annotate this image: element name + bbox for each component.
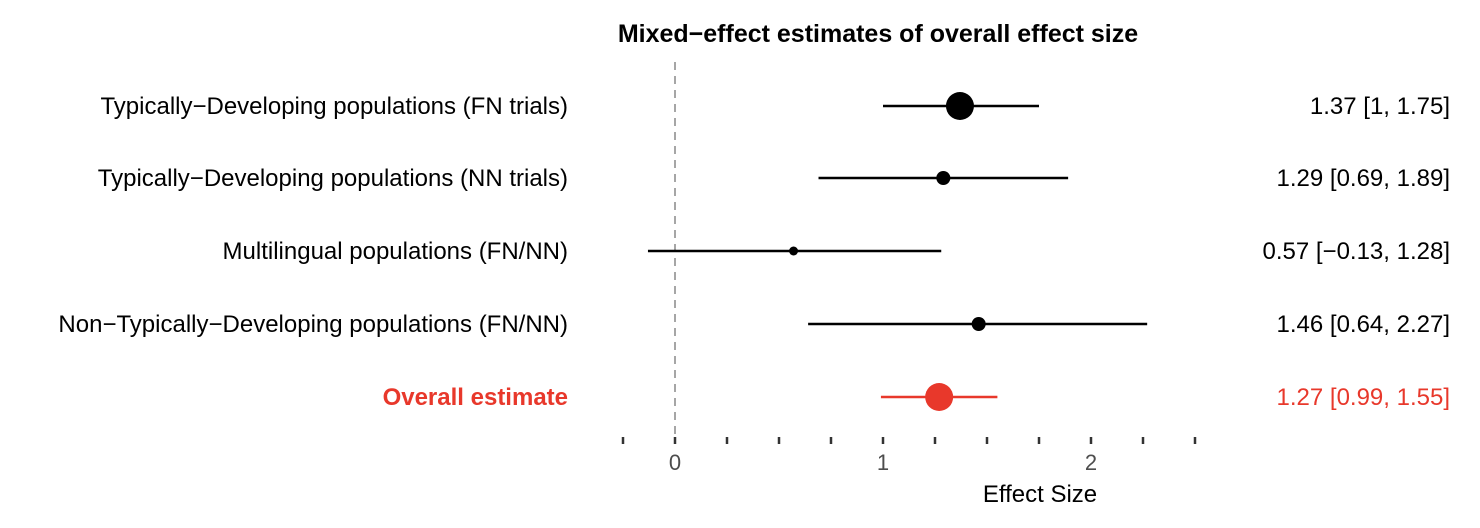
row-label: Typically−Developing populations (NN tri… (98, 165, 568, 192)
row-label: Overall estimate (383, 384, 568, 411)
x-tick-label: 0 (669, 450, 681, 475)
row-label: Typically−Developing populations (FN tri… (100, 93, 568, 120)
estimate-label: 1.46 [0.64, 2.27] (1277, 311, 1450, 338)
estimate-label: 0.57 [−0.13, 1.28] (1263, 238, 1451, 265)
row-label: Multilingual populations (FN/NN) (223, 238, 568, 265)
row-label: Non−Typically−Developing populations (FN… (58, 311, 568, 338)
point-estimate (945, 92, 974, 120)
x-axis-title: Effect Size (983, 481, 1097, 508)
forest-row: Non−Typically−Developing populations (FN… (58, 311, 1450, 338)
chart-title: Mixed−effect estimates of overall effect… (618, 20, 1138, 48)
x-tick-label: 2 (1085, 450, 1097, 475)
point-estimate (789, 246, 799, 256)
forest-row: Multilingual populations (FN/NN) 0.57 [−0… (223, 238, 1450, 265)
estimate-label: 1.27 [0.99, 1.55] (1277, 384, 1450, 411)
forest-row: Overall estimate 1.27 [0.99, 1.55] (383, 383, 1450, 411)
forest-row: Typically−Developing populations (NN tri… (98, 165, 1450, 192)
forest-row: Typically−Developing populations (FN tri… (100, 92, 1450, 120)
point-estimate (971, 317, 986, 331)
point-estimate (925, 383, 954, 411)
estimate-label: 1.37 [1, 1.75] (1310, 93, 1450, 120)
point-estimate (936, 171, 951, 185)
x-tick-label: 1 (877, 450, 889, 475)
estimate-label: 1.29 [0.69, 1.89] (1277, 165, 1450, 192)
